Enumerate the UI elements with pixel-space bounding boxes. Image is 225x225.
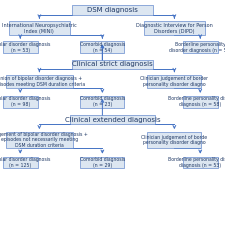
- Text: Clinician judgement of borde
personality disorder diagno: Clinician judgement of borde personality…: [141, 135, 207, 145]
- FancyBboxPatch shape: [70, 115, 155, 124]
- Text: Clinical strict diagnosis: Clinical strict diagnosis: [72, 61, 153, 67]
- Text: Comorbid diagnosis
(n = 23): Comorbid diagnosis (n = 23): [80, 96, 125, 107]
- Text: Comorbid diagnosis
(n = 29): Comorbid diagnosis (n = 29): [80, 157, 125, 168]
- FancyBboxPatch shape: [147, 75, 201, 88]
- FancyBboxPatch shape: [6, 132, 72, 148]
- FancyBboxPatch shape: [72, 60, 153, 69]
- FancyBboxPatch shape: [81, 157, 124, 168]
- Text: DSM diagnosis: DSM diagnosis: [87, 7, 138, 13]
- Text: Borderline personality disor
diagnosis (n = 53): Borderline personality disor diagnosis (…: [169, 157, 225, 168]
- Text: International Neuropsychiatric
Index (MINI): International Neuropsychiatric Index (MI…: [2, 23, 77, 34]
- Text: Borderline personality disor
diagnosis (n = 58): Borderline personality disor diagnosis (…: [169, 96, 225, 107]
- FancyBboxPatch shape: [183, 41, 218, 53]
- FancyBboxPatch shape: [81, 41, 124, 53]
- Text: Union of bipolar disorder diagnosis +
episodes meeting DSM duration criteria: Union of bipolar disorder diagnosis + ep…: [0, 76, 85, 87]
- Text: Borderline personality
disorder diagnosis (n = 53): Borderline personality disorder diagnosi…: [169, 42, 225, 53]
- Text: Bipolar disorder diagnosis
(n = 53): Bipolar disorder diagnosis (n = 53): [0, 42, 50, 53]
- FancyBboxPatch shape: [3, 96, 38, 108]
- FancyBboxPatch shape: [144, 21, 205, 35]
- Text: Comorbid diagnosis
(n = 54): Comorbid diagnosis (n = 54): [80, 42, 125, 53]
- Text: Clinical extended diagnosis: Clinical extended diagnosis: [65, 117, 160, 123]
- FancyBboxPatch shape: [3, 41, 38, 53]
- FancyBboxPatch shape: [147, 132, 201, 148]
- Text: Clinician judgement of border
personality disorder diagno: Clinician judgement of border personalit…: [140, 76, 208, 87]
- Text: Diagnostic Interview for Person
Disorders (DIPD): Diagnostic Interview for Person Disorder…: [136, 23, 213, 34]
- FancyBboxPatch shape: [72, 5, 153, 15]
- FancyBboxPatch shape: [183, 157, 218, 168]
- FancyBboxPatch shape: [183, 96, 218, 108]
- FancyBboxPatch shape: [6, 75, 72, 88]
- Text: Bipolar disorder diagnosis
(n = 125): Bipolar disorder diagnosis (n = 125): [0, 157, 50, 168]
- Text: Bipolar disorder diagnosis
(n = 98): Bipolar disorder diagnosis (n = 98): [0, 96, 50, 107]
- FancyBboxPatch shape: [9, 21, 70, 35]
- FancyBboxPatch shape: [81, 96, 124, 108]
- FancyBboxPatch shape: [3, 157, 38, 168]
- Text: Judgement of bipolar disorder diagnosis +
episodes not necessarily meeting
DSM d: Judgement of bipolar disorder diagnosis …: [0, 132, 88, 148]
